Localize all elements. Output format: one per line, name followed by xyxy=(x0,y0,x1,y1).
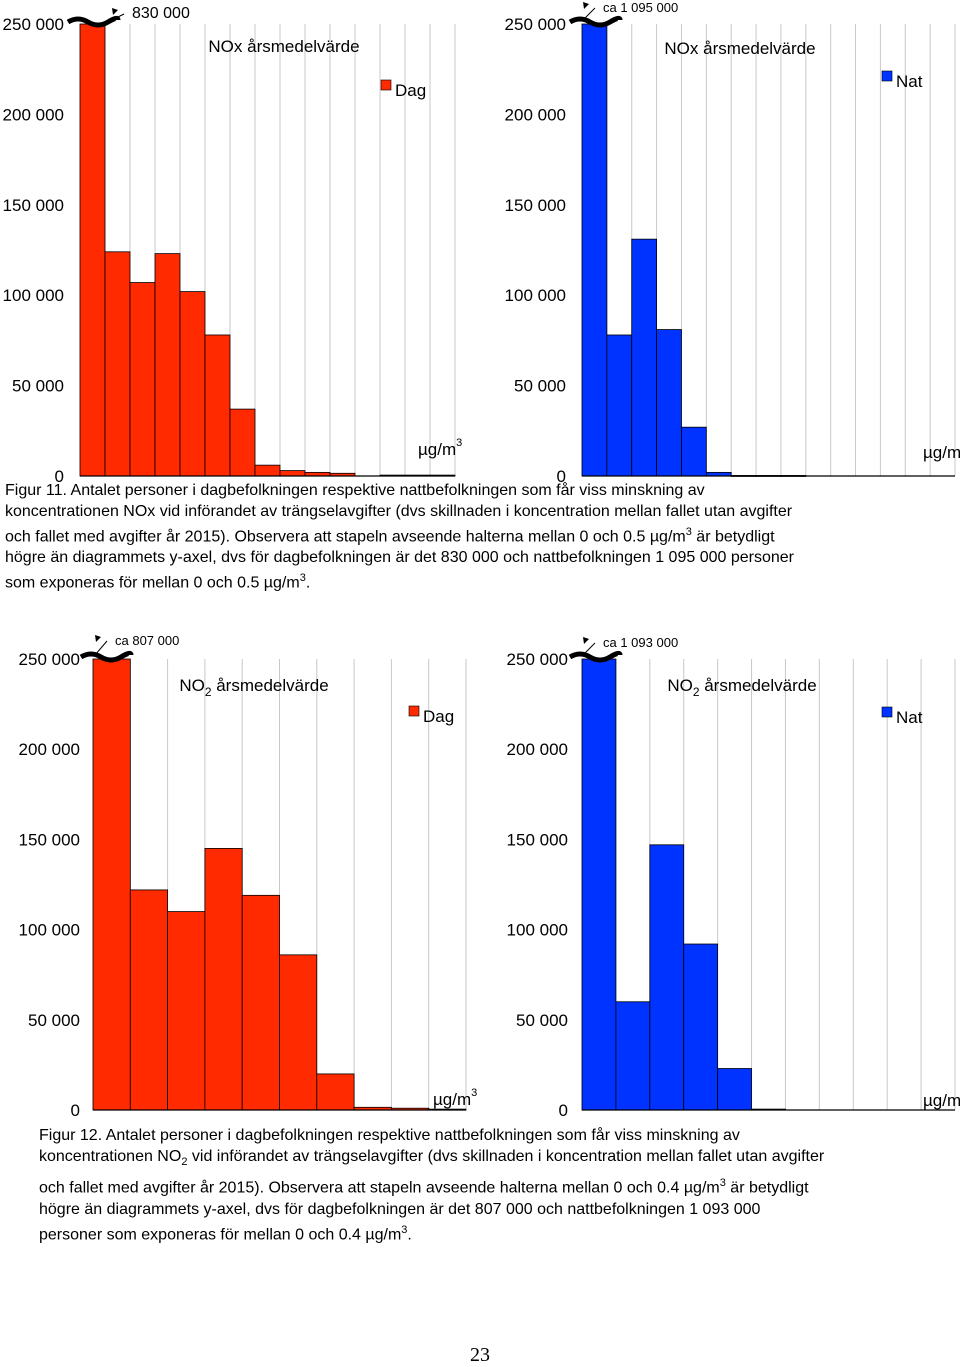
y-tick-label: 50 000 xyxy=(28,1011,80,1030)
axis-break-mark xyxy=(568,15,623,28)
bar xyxy=(92,658,131,1111)
y-tick-label: 150 000 xyxy=(19,830,80,849)
y-tick-label: 0 xyxy=(71,1101,80,1120)
annotation-arrowhead xyxy=(583,637,589,644)
annotation-label: ca 807 000 xyxy=(115,633,179,648)
bar xyxy=(279,954,318,1111)
chart-title: NO2 årsmedelvärde xyxy=(667,676,816,699)
chart-no2-day: 0 50 000 100 000 150 000 200 000 250 000 ca 80… xyxy=(19,633,478,1120)
y-tick-label: 0 xyxy=(559,1101,568,1120)
bar xyxy=(254,464,281,477)
annotation-arrow xyxy=(111,13,125,21)
bar xyxy=(683,943,719,1111)
caption-line: koncentrationen NOx vid införandet av tr… xyxy=(5,503,793,520)
bar xyxy=(649,844,685,1111)
chart-title: NO2 årsmedelvärde xyxy=(179,676,328,699)
bar xyxy=(606,334,633,477)
bar xyxy=(615,1001,651,1111)
bar xyxy=(656,329,682,477)
y-tick-label: 100 000 xyxy=(505,286,566,305)
y-tick-label: 50 000 xyxy=(516,1011,568,1030)
caption-line: högre än diagrammets y-axel, dvs för dag… xyxy=(5,549,794,567)
legend-swatch xyxy=(380,79,392,91)
bar xyxy=(204,334,231,477)
annotation-arrow xyxy=(582,642,596,656)
legend-swatch xyxy=(881,706,893,718)
caption-line: högre än diagrammets y-axel, dvs för dag… xyxy=(39,1200,761,1218)
bar xyxy=(316,1073,355,1111)
caption-line: Figur 11. Antalet personer i dagbefolkni… xyxy=(5,482,705,499)
y-tick-label: 50 000 xyxy=(12,377,64,396)
legend-swatch xyxy=(881,70,893,82)
caption-line: och fallet med avgifter år 2015). Observ… xyxy=(39,1177,809,1197)
page-number: 23 xyxy=(470,1344,490,1366)
y-tick-label: 100 000 xyxy=(507,921,568,940)
y-tick-label: 250 000 xyxy=(507,650,568,669)
caption-line: personer som exponeras för mellan 0 och … xyxy=(39,1223,412,1243)
annotation-label: ca 1 093 000 xyxy=(603,635,678,650)
y-tick-label: 50 000 xyxy=(514,377,566,396)
bar xyxy=(167,911,206,1111)
legend-label: Dag xyxy=(423,707,454,726)
caption-line: Figur 12. Antalet personer i dagbefolkni… xyxy=(39,1127,740,1144)
bar xyxy=(154,253,181,477)
bar xyxy=(104,251,131,477)
y-tick-label: 200 000 xyxy=(3,105,64,124)
legend-label: Dag xyxy=(395,81,426,100)
axis-break-mark xyxy=(66,15,121,28)
y-tick-label: 0 xyxy=(55,467,64,486)
chart-title: NOx årsmedelvärde xyxy=(208,37,359,56)
bar xyxy=(681,426,707,477)
legend-swatch xyxy=(408,705,420,717)
y-tick-label: 250 000 xyxy=(19,650,80,669)
bar xyxy=(229,408,256,477)
chart-title: NOx årsmedelvärde xyxy=(664,39,815,58)
axis-break-mark xyxy=(79,650,134,663)
unit-label: µg/m3 xyxy=(923,1088,960,1110)
unit-label: µg/m3 xyxy=(433,1087,477,1109)
y-tick-label: 200 000 xyxy=(507,740,568,759)
annotation-arrow xyxy=(94,640,108,656)
bar xyxy=(279,470,306,477)
bar xyxy=(179,291,206,477)
annotation-arrowhead xyxy=(583,2,589,9)
caption-line: som exponeras för mellan 0 och 0.5 µg/m3… xyxy=(5,572,311,592)
bar xyxy=(241,894,280,1111)
y-tick-label: 150 000 xyxy=(505,196,566,215)
annotation-label: 830 000 xyxy=(132,5,190,22)
bar xyxy=(717,1068,752,1111)
bar xyxy=(79,23,106,477)
unit-label: µg/m3 xyxy=(923,440,960,462)
caption-line: koncentrationen NO2 vid införandet av tr… xyxy=(39,1148,825,1169)
annotation-arrowhead xyxy=(112,8,118,15)
unit-label: µg/m3 xyxy=(418,437,462,459)
bar xyxy=(129,889,169,1111)
y-tick-label: 0 xyxy=(557,467,566,486)
y-tick-label: 150 000 xyxy=(507,830,568,849)
y-tick-label: 200 000 xyxy=(505,105,566,124)
bar xyxy=(129,282,156,477)
caption-line: och fallet med avgifter år 2015). Observ… xyxy=(5,526,775,546)
figure-12-caption: Figur 12. Antalet personer i dagbefolkni… xyxy=(39,1125,954,1245)
legend-label: Nat xyxy=(896,72,923,91)
y-tick-label: 200 000 xyxy=(19,740,80,759)
chart-nox-day: 0 50 000 100 000 150 000 200 000 250 000 830 0… xyxy=(3,5,463,486)
annotation-arrow xyxy=(582,7,596,21)
legend-label: Nat xyxy=(896,708,923,727)
y-tick-label: 250 000 xyxy=(3,15,64,34)
figure-11-caption: Figur 11. Antalet personer i dagbefolkni… xyxy=(5,480,955,594)
annotation-arrowhead xyxy=(95,635,101,642)
y-tick-label: 100 000 xyxy=(3,286,64,305)
bar xyxy=(204,848,243,1111)
chart-no2-night: 0 50 000 100 000 150 000 200 000 250 000 ca 1 … xyxy=(507,635,960,1120)
chart-nox-night: 0 50 000 100 000 150 000 200 000 250 000 ca 1 … xyxy=(505,0,960,486)
bar xyxy=(581,23,608,477)
y-tick-label: 100 000 xyxy=(19,921,80,940)
y-tick-label: 150 000 xyxy=(3,196,64,215)
bar xyxy=(581,658,617,1111)
y-tick-label: 250 000 xyxy=(505,15,566,34)
axis-break-mark xyxy=(568,650,623,663)
bar xyxy=(631,238,658,477)
annotation-label: ca 1 095 000 xyxy=(603,0,678,15)
